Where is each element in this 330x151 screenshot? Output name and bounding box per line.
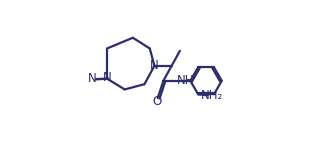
- Text: NH: NH: [177, 74, 194, 87]
- Text: O: O: [152, 95, 162, 108]
- Text: NH₂: NH₂: [201, 89, 223, 102]
- Text: N: N: [88, 72, 97, 85]
- Text: N: N: [92, 78, 93, 79]
- Text: N: N: [103, 71, 111, 84]
- Text: N: N: [150, 59, 159, 72]
- Text: N: N: [92, 78, 93, 79]
